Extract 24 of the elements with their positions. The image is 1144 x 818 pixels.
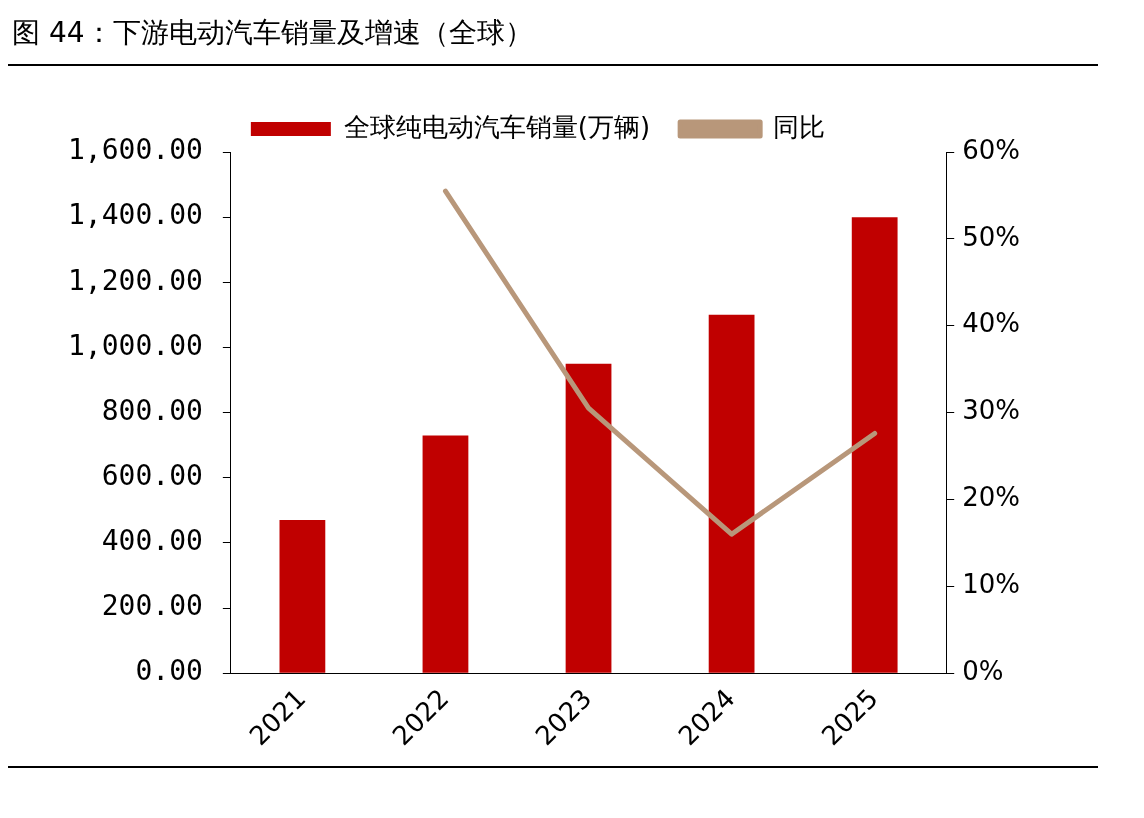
legend-label: 全球纯电动汽车销量(万辆) xyxy=(343,111,651,142)
bar xyxy=(279,520,326,673)
y2-tick-label: 10% xyxy=(962,569,1021,600)
bar xyxy=(422,435,469,673)
y-tick-label: 1,200.00 xyxy=(68,263,203,297)
y-tick-label: 1,600.00 xyxy=(68,133,203,167)
y-tick-label: 400.00 xyxy=(101,524,203,558)
y-tick-label: 1,000.00 xyxy=(68,328,203,362)
y-tick-label: 0.00 xyxy=(135,654,203,688)
chart-title: 图 44：下游电动汽车销量及增速（全球） xyxy=(8,8,1098,66)
y2-tick-label: 40% xyxy=(962,308,1021,339)
y-tick-label: 800.00 xyxy=(101,393,203,427)
legend-label: 同比 xyxy=(773,111,826,142)
y2-tick-label: 60% xyxy=(962,134,1021,165)
y-tick-label: 200.00 xyxy=(101,589,203,623)
bar xyxy=(851,217,898,673)
bar xyxy=(565,363,612,673)
y2-tick-label: 0% xyxy=(962,655,1004,686)
y2-tick-label: 30% xyxy=(962,395,1021,426)
y-tick-label: 600.00 xyxy=(101,459,203,492)
bar xyxy=(708,314,755,673)
y2-tick-label: 20% xyxy=(962,482,1021,513)
y-tick-label: 1,400.00 xyxy=(68,198,203,232)
y2-tick-label: 50% xyxy=(962,221,1021,252)
